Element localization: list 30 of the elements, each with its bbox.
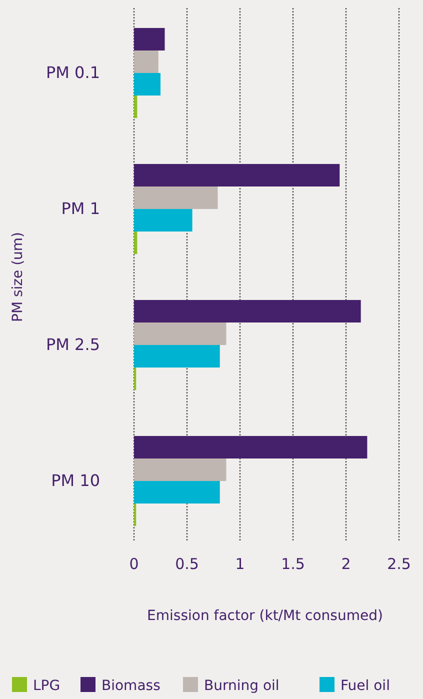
y-tick-label: PM 10 [51,471,100,490]
bar [134,209,192,232]
bar [134,322,226,345]
bar [134,50,158,73]
bar [134,345,220,368]
x-tick-label: 0.5 [175,555,199,573]
bar [134,28,165,50]
legend-label: LPG [33,678,60,694]
legend-label: Biomass [102,678,160,694]
bar [134,164,340,186]
bar [134,73,160,96]
legend-label: Burning oil [204,678,280,694]
bar [134,458,226,481]
x-tick-label: 2 [341,555,351,573]
bar [134,300,361,322]
bar [134,96,138,118]
bar [134,481,220,504]
y-tick-label: PM 0.1 [46,63,100,82]
x-tick-label: 0 [129,555,139,573]
x-tick-label: 2.5 [387,555,411,573]
x-tick-label: 1.5 [281,555,305,573]
x-tick-label: 1 [235,555,245,573]
legend-label: Fuel oil [340,678,390,694]
bar [134,436,368,458]
y-axis-title: PM size (um) [10,232,26,322]
y-tick-label: PM 2.5 [46,335,100,354]
bar [134,232,138,254]
x-axis-title: Emission factor (kt/Mt consumed) [147,608,383,624]
bar [134,186,218,209]
y-tick-label: PM 1 [61,199,100,218]
